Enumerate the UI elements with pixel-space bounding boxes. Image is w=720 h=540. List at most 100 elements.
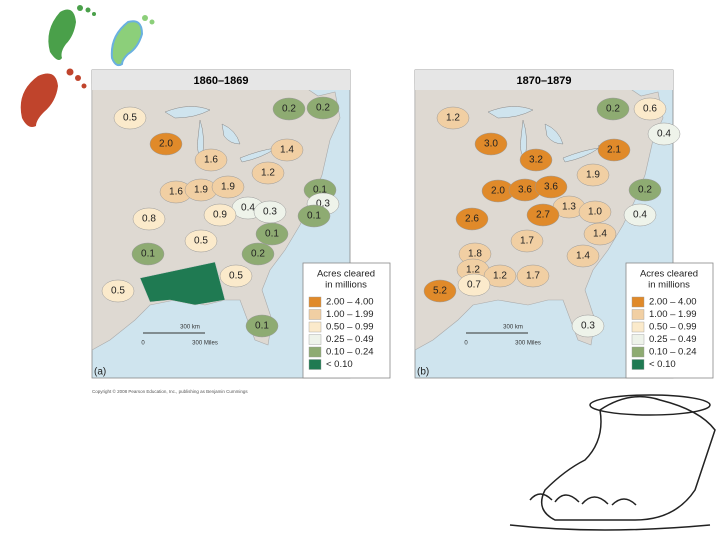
region-value: 0.1 <box>255 321 269 332</box>
region-value: 0.9 <box>213 210 227 221</box>
state-fill <box>571 314 605 338</box>
region-value: 0.2 <box>251 249 265 260</box>
state-fill <box>457 273 491 297</box>
legend-label: 0.25 – 0.49 <box>649 334 697 345</box>
state-fill <box>272 97 306 121</box>
state-fill <box>132 207 166 231</box>
legend-box <box>302 262 391 379</box>
region-value: 0.1 <box>313 185 327 196</box>
state-fill <box>510 229 544 253</box>
region-value: 0.4 <box>657 129 671 140</box>
legend-title: in millions <box>648 280 690 291</box>
region-value: 1.2 <box>446 113 460 124</box>
state-fill <box>139 261 226 306</box>
legend-label: < 0.10 <box>649 359 676 370</box>
state-fill <box>436 106 470 130</box>
state-fill <box>241 242 275 266</box>
state-fill <box>628 178 662 202</box>
region-value: 0.8 <box>142 214 156 225</box>
region-value: 2.6 <box>465 214 479 225</box>
legend-swatch <box>631 334 645 345</box>
state-fill <box>483 264 517 288</box>
state-fill <box>297 204 331 228</box>
legend-box <box>625 262 714 379</box>
region-value: 0.3 <box>263 207 277 218</box>
legend-label: 1.00 – 1.99 <box>326 309 374 320</box>
region-value: 1.7 <box>520 236 534 247</box>
panel-label: (a) <box>94 367 106 378</box>
title-bar <box>92 70 350 90</box>
state-fill <box>101 279 135 303</box>
region-value: 1.9 <box>586 170 600 181</box>
legend-swatch <box>631 321 645 333</box>
state-fill <box>423 279 457 303</box>
legend-title: Acres cleared <box>317 269 375 280</box>
legend-label: 2.00 – 4.00 <box>649 297 697 308</box>
state-fill <box>526 203 560 227</box>
foot-sketch <box>509 394 716 531</box>
state-fill <box>219 264 253 288</box>
legend-swatch <box>631 309 645 320</box>
state-fill <box>194 148 228 172</box>
region-value: 1.8 <box>468 249 482 260</box>
legend-label: 1.00 – 1.99 <box>649 309 697 320</box>
region-value: 0.3 <box>581 321 595 332</box>
region-value: 5.2 <box>433 286 447 297</box>
legend-label: < 0.10 <box>326 359 353 370</box>
legend-title: Acres cleared <box>640 269 698 280</box>
scale-zero: 0 <box>141 341 145 347</box>
region-value: 0.1 <box>141 249 155 260</box>
region-value: 3.6 <box>518 185 532 196</box>
footprint-icons <box>20 5 155 127</box>
state-fill <box>184 229 218 253</box>
state-fill <box>113 106 147 130</box>
map-panel: 1860–1869 0.5 2.0 1.6 1.4 0.2 0.2 1.2 1.6 1.9 1.9 0… <box>91 69 391 379</box>
region-value: 2.7 <box>536 210 550 221</box>
region-value: 1.6 <box>204 155 218 166</box>
region-value: 1.3 <box>562 202 576 213</box>
state-fill <box>597 138 631 162</box>
region-value: 1.7 <box>526 271 540 282</box>
copyright: Copyright © 2008 Pearson Education, Inc.… <box>92 388 248 394</box>
legend-swatch <box>308 359 322 370</box>
region-value: 0.5 <box>194 236 208 247</box>
state-fill <box>576 163 610 187</box>
legend-swatch <box>308 309 322 320</box>
region-value: 3.2 <box>529 155 543 166</box>
scale-km: 300 km <box>180 325 200 331</box>
legend-swatch <box>631 346 645 358</box>
region-value: 0.2 <box>606 104 620 115</box>
region-value: 1.9 <box>194 185 208 196</box>
region-value: 2.0 <box>491 186 505 197</box>
region-value: 0.5 <box>229 271 243 282</box>
title-bar <box>415 70 673 90</box>
state-fill <box>211 175 245 199</box>
region-value: 1.0 <box>588 207 602 218</box>
legend-label: 0.10 – 0.24 <box>326 347 374 358</box>
state-fill <box>596 97 630 121</box>
panel-label: (b) <box>417 367 429 378</box>
state-fill <box>251 161 285 185</box>
state-fill <box>149 132 183 156</box>
state-fill <box>245 314 279 338</box>
region-value: 1.6 <box>169 187 183 198</box>
region-value: 0.2 <box>316 103 330 114</box>
state-fill <box>647 122 681 146</box>
legend-swatch <box>308 346 322 358</box>
state-fill <box>534 175 568 199</box>
region-value: 0.2 <box>282 104 296 115</box>
legend-label: 0.50 – 0.99 <box>649 322 697 333</box>
map-title: 1870–1879 <box>516 75 571 87</box>
legend-swatch <box>308 334 322 345</box>
state-fill <box>455 207 489 231</box>
scale-km: 300 km <box>503 325 523 331</box>
state-fill <box>203 203 237 227</box>
scale-miles: 300 Miles <box>515 341 541 347</box>
state-fill <box>583 222 617 246</box>
region-value: 0.4 <box>241 203 255 214</box>
region-value: 3.0 <box>484 139 498 150</box>
legend-label: 0.25 – 0.49 <box>326 334 374 345</box>
scale-miles: 300 Miles <box>192 341 218 347</box>
